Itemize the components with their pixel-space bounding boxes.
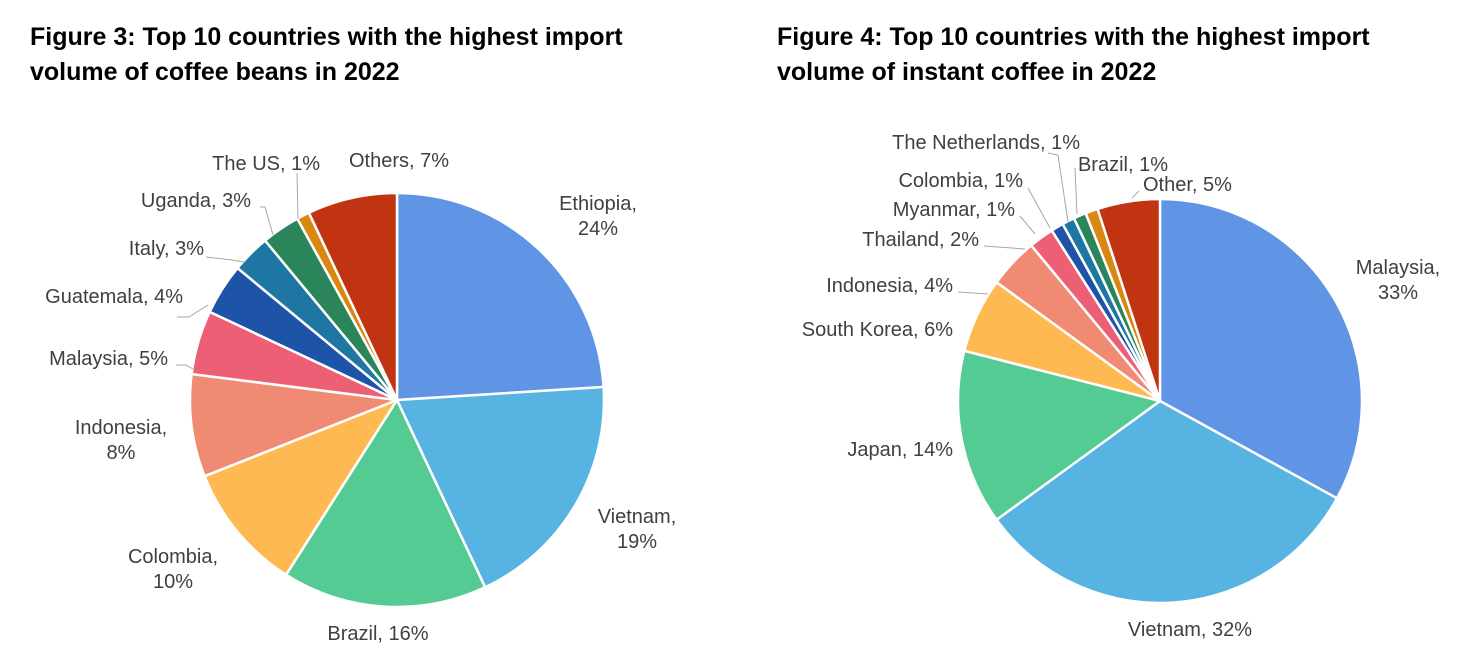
figure-3-title-line-2: volume of coffee beans in 2022 <box>30 58 400 86</box>
figure-4-leader-the-netherlands-1 <box>1047 152 1069 223</box>
figure-3-label-text: Malaysia, 5% <box>49 348 168 370</box>
figure-3-slice-colombia <box>203 398 399 577</box>
figure-3-label-guatemala-4: Guatemala, 4% <box>45 286 183 308</box>
figure-4-leader-indonesia-4 <box>957 291 989 295</box>
figure-3-slice-others-7 <box>307 191 399 402</box>
figure-3-leader-uganda-3 <box>260 206 274 236</box>
figure-4-label-text: Other, 5% <box>1143 174 1232 196</box>
figure-4-panel: Figure 4: Top 10 countries with the high… <box>740 0 1459 663</box>
figure-4-leader-brazil-1 <box>1074 167 1078 215</box>
figure-4-label-thailand-2: Thailand, 2% <box>862 229 979 251</box>
figure-3-label-text: Colombia, <box>128 546 218 568</box>
figure-4-label-text: South Korea, 6% <box>802 319 953 341</box>
figure-3-label-percent: 8% <box>107 442 136 464</box>
figure-4-label-percent: 33% <box>1378 282 1418 304</box>
figure-4-label-text: Colombia, 1% <box>898 170 1023 192</box>
figure-3-leader-italy-3 <box>205 256 245 263</box>
figure-3-leader-lines <box>176 172 299 370</box>
figure-4-label-brazil-1: Brazil, 1% <box>1078 154 1168 176</box>
figure-4-label-south-korea-6: South Korea, 6% <box>802 319 953 341</box>
figure-3-label-text: Brazil, 16% <box>327 623 428 645</box>
figure-4-label-colombia-1: Colombia, 1% <box>898 170 1023 192</box>
figure-4-label-text: Thailand, 2% <box>862 229 979 251</box>
figure-4-label-text: Vietnam, 32% <box>1128 619 1252 641</box>
figure-4-slice-malaysia <box>1158 197 1364 500</box>
figure-3-leader-guatemala-4 <box>177 304 209 318</box>
figure-3-label-text: Others, 7% <box>349 150 449 172</box>
figure-4-slice-japan-14 <box>956 349 1162 521</box>
figure-4-leader-lines <box>957 152 1140 295</box>
figure-4-label-text: Brazil, 1% <box>1078 154 1168 176</box>
figure-3-leader-the-us-1 <box>296 172 299 220</box>
figure-4-slices <box>956 197 1364 605</box>
figure-3-label-text: Ethiopia, <box>559 193 637 215</box>
figure-3-data-labels: Ethiopia, 24% Vietnam, 19% Brazil, 16% Colomb… <box>45 150 676 645</box>
figure-3-label-brazil-16: Brazil, 16% <box>327 623 428 645</box>
figure-4-title-line-1: Figure 4: Top 10 countries with the high… <box>777 23 1370 51</box>
figure-3-label-text: Italy, 3% <box>129 238 204 260</box>
figure-3-label-uganda-3: Uganda, 3% <box>141 190 251 212</box>
figure-3-label-text: Uganda, 3% <box>141 190 251 212</box>
figure-3-label-others-7: Others, 7% <box>349 150 449 172</box>
figure-3-leader-malaysia-5 <box>176 364 194 370</box>
figure-4-label-japan-14: Japan, 14% <box>847 439 953 461</box>
figure-3-label-the-us-1: The US, 1% <box>212 153 320 175</box>
figure-4-label-text: Myanmar, 1% <box>893 199 1015 221</box>
figure-3-label-text: The US, 1% <box>212 153 320 175</box>
figure-3-slice-ethiopia <box>395 191 605 402</box>
figure-4-slice-vietnam-32 <box>995 399 1339 605</box>
figure-4-label-text: Indonesia, 4% <box>826 275 953 297</box>
figure-4-label-text: Japan, 14% <box>847 439 953 461</box>
figure-4-label-text: Malaysia, <box>1356 257 1440 279</box>
figure-3-slices <box>188 191 606 609</box>
figure-3-label-colombia: Colombia, 10% <box>128 546 218 593</box>
figure-4-label-other-5: Other, 5% <box>1143 174 1232 196</box>
figure-3-label-percent: 24% <box>578 218 618 240</box>
figure-4-label-the-netherlands-1: The Netherlands, 1% <box>892 132 1080 154</box>
figure-3-title-line-1: Figure 3: Top 10 countries with the high… <box>30 23 623 51</box>
figure-4-pie-chart: Malaysia, 33% Vietnam, 32% Japan, 14% South … <box>802 132 1440 641</box>
figure-3-label-text: Vietnam, <box>598 506 677 528</box>
figure-3-label-ethiopia: Ethiopia, 24% <box>559 193 637 240</box>
figure-4-slice-other-5 <box>1096 197 1162 403</box>
figure-4-label-indonesia-4: Indonesia, 4% <box>826 275 953 297</box>
figure-3-label-indonesia: Indonesia, 8% <box>75 417 167 464</box>
figure-3-title: Figure 3: Top 10 countries with the high… <box>30 20 730 90</box>
figure-3-pie-chart: Ethiopia, 24% Vietnam, 19% Brazil, 16% Colomb… <box>45 150 676 645</box>
figure-3-label-vietnam: Vietnam, 19% <box>598 506 677 553</box>
figure-4-label-vietnam-32: Vietnam, 32% <box>1128 619 1252 641</box>
figure-4-title: Figure 4: Top 10 countries with the high… <box>777 20 1457 90</box>
figure-3-label-italy-3: Italy, 3% <box>129 238 204 260</box>
figure-3-slice-vietnam <box>395 385 606 589</box>
figure-3-label-percent: 10% <box>153 571 193 593</box>
figure-4-leader-thailand-2 <box>983 245 1026 250</box>
figure-4-label-malaysia: Malaysia, 33% <box>1356 257 1440 304</box>
figure-4-leader-colombia-1 <box>1027 187 1051 229</box>
figure-4-leader-other-5 <box>1131 190 1140 199</box>
figure-3-label-text: Guatemala, 4% <box>45 286 183 308</box>
figure-3-label-percent: 19% <box>617 531 657 553</box>
figure-3-slice-indonesia <box>188 372 399 478</box>
figure-4-title-line-2: volume of instant coffee in 2022 <box>777 58 1157 86</box>
figure-4-label-text: The Netherlands, 1% <box>892 132 1080 154</box>
figure-3-panel: Figure 3: Top 10 countries with the high… <box>30 20 730 645</box>
figure-3-slice-brazil-16 <box>284 398 487 609</box>
figure-4-data-labels: Malaysia, 33% Vietnam, 32% Japan, 14% South … <box>802 132 1440 641</box>
figure-4-label-myanmar-1: Myanmar, 1% <box>893 199 1015 221</box>
figure-3-label-malaysia-5: Malaysia, 5% <box>49 348 168 370</box>
figure-3-label-text: Indonesia, <box>75 417 167 439</box>
figure-4-leader-myanmar-1 <box>1019 215 1036 235</box>
